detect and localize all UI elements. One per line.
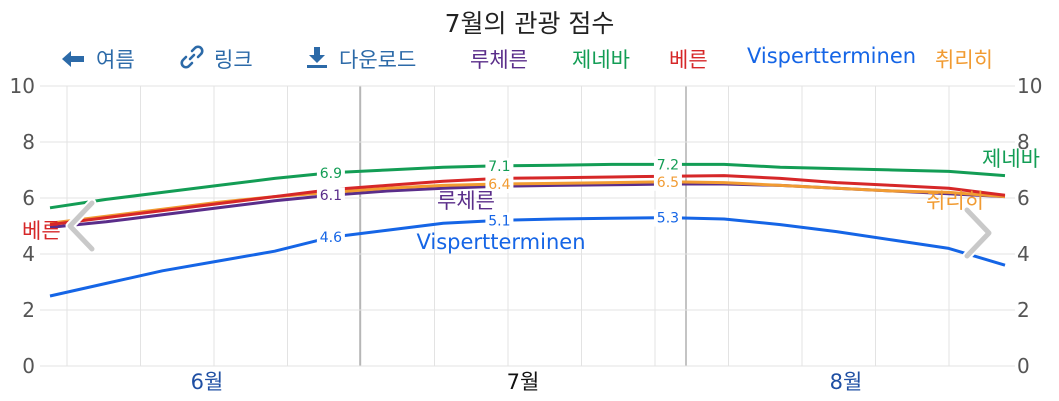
download-icon — [307, 47, 327, 68]
series-line — [49, 174, 1006, 227]
data-label: 6.5 — [657, 175, 679, 191]
back-label: 여름 — [96, 48, 135, 72]
prev-chevron-icon[interactable] — [67, 200, 95, 252]
y-tick-label-right: 10 — [1017, 74, 1042, 98]
data-label-bg — [653, 173, 682, 191]
series-name-label: 루체른 — [437, 189, 495, 213]
data-label-bg — [485, 212, 514, 230]
y-tick-label-left: 6 — [22, 186, 35, 210]
y-tick-label-left: 10 — [10, 74, 35, 98]
data-label: 7.1 — [488, 159, 510, 175]
legend-label-zurich: 취리히 — [935, 48, 993, 72]
legend-item-bern[interactable]: 베른 — [669, 44, 708, 74]
y-tick-label-right: 8 — [1017, 130, 1030, 154]
link-icon — [180, 45, 204, 69]
download-label: 다운로드 — [339, 48, 417, 72]
data-label: 6.1 — [320, 188, 342, 204]
legend-label-geneva: 제네바 — [572, 48, 630, 72]
data-label: 5.3 — [657, 211, 679, 227]
arrow-left-icon — [62, 51, 84, 67]
data-label-bg — [653, 209, 682, 227]
back-button[interactable]: 여름 — [60, 44, 135, 74]
y-tick-label-right: 0 — [1017, 354, 1030, 378]
legend-label-lucerne: 루체른 — [470, 48, 528, 72]
next-chevron-icon[interactable] — [964, 207, 992, 259]
data-label: 4.6 — [320, 230, 342, 246]
data-label-bg — [316, 164, 345, 182]
legend-label-visperterminen: Vispertterminen — [747, 44, 917, 68]
data-label: 5.1 — [488, 213, 510, 229]
legend-bar: 여름 링크 다운로드 루체른 제네바 베른 Vispertterminen 취리… — [0, 40, 1059, 76]
y-tick-label-left: 4 — [22, 242, 35, 266]
legend-item-visperterminen[interactable]: Vispertterminen — [747, 44, 916, 68]
data-label: 6.4 — [488, 177, 510, 193]
legend-item-geneva[interactable]: 제네바 — [572, 44, 630, 74]
legend-item-lucerne[interactable]: 루체른 — [470, 44, 528, 74]
y-tick-label-right: 2 — [1017, 298, 1030, 322]
y-tick-label-left: 0 — [22, 354, 35, 378]
y-tick-label-right: 4 — [1017, 242, 1030, 266]
chart-title: 7월의 관광 점수 — [444, 9, 615, 38]
series-name-label: 베른 — [22, 219, 61, 243]
series-line — [49, 216, 1006, 298]
month-label[interactable]: 6월 — [191, 370, 224, 394]
data-label-bg — [316, 229, 345, 247]
link-button[interactable]: 링크 — [180, 44, 253, 74]
data-label: 7.2 — [657, 157, 679, 173]
download-button[interactable]: 다운로드 — [305, 44, 416, 74]
legend-item-zurich[interactable]: 취리히 — [935, 44, 993, 74]
data-label-bg — [485, 176, 514, 193]
legend-label-bern: 베른 — [669, 48, 708, 72]
series-line — [49, 162, 1006, 210]
data-label-bg — [653, 156, 682, 174]
series-name-label: Vispertterminen — [416, 230, 585, 254]
data-label: 6.9 — [320, 166, 342, 182]
month-label[interactable]: 8월 — [830, 370, 863, 394]
data-label-bg — [485, 157, 514, 175]
link-label: 링크 — [214, 48, 253, 72]
series-name-label: 제네바 — [982, 147, 1040, 171]
y-tick-label-right: 6 — [1017, 186, 1030, 210]
data-label-bg — [316, 187, 345, 205]
month-label: 7월 — [507, 370, 540, 394]
series-name-label: 취리히 — [926, 189, 984, 213]
y-tick-label-left: 2 — [22, 298, 35, 322]
y-tick-label-left: 8 — [22, 130, 35, 154]
